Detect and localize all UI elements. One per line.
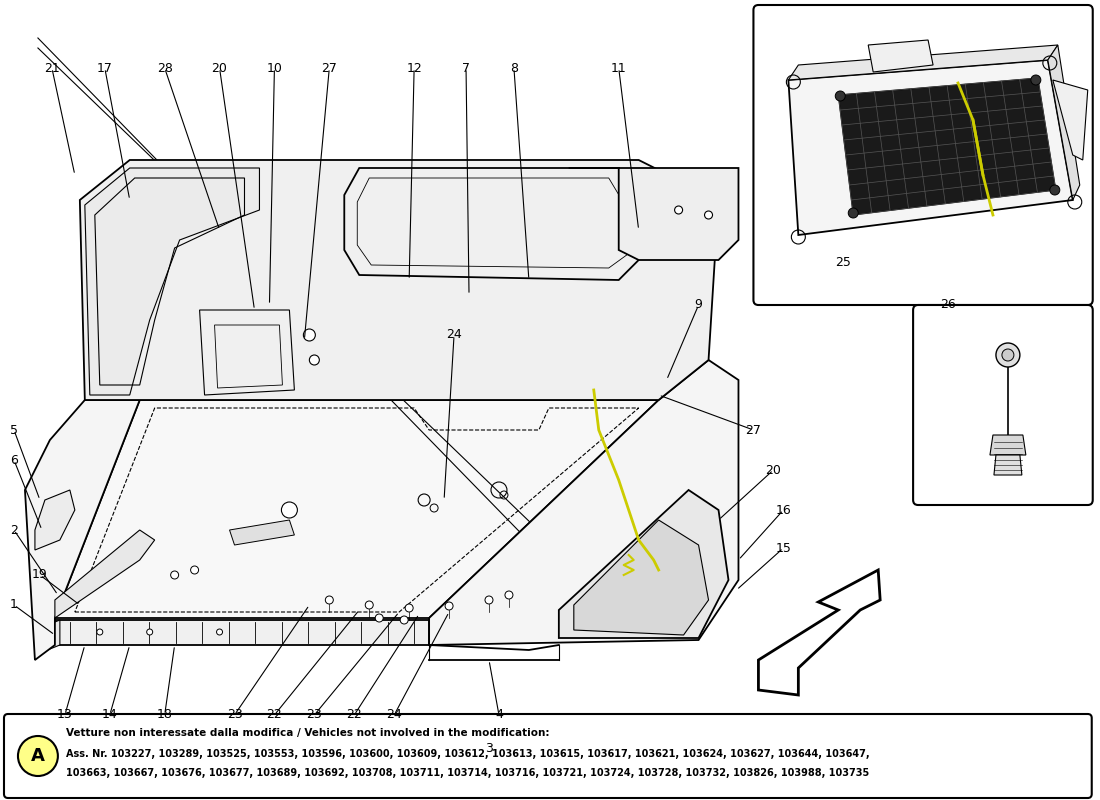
Text: 1985: 1985 bbox=[355, 534, 503, 626]
Text: 4: 4 bbox=[495, 709, 503, 722]
Text: 21: 21 bbox=[44, 62, 59, 74]
Polygon shape bbox=[55, 530, 155, 618]
Polygon shape bbox=[35, 490, 75, 550]
Text: 3: 3 bbox=[485, 742, 493, 754]
Text: 20: 20 bbox=[211, 62, 228, 74]
Text: 28: 28 bbox=[156, 62, 173, 74]
Circle shape bbox=[674, 206, 683, 214]
Text: 24: 24 bbox=[447, 329, 462, 342]
Text: passione: passione bbox=[317, 462, 541, 578]
Text: 19: 19 bbox=[32, 569, 47, 582]
Text: 6: 6 bbox=[10, 454, 18, 466]
Circle shape bbox=[304, 329, 316, 341]
Text: 17: 17 bbox=[97, 62, 112, 74]
Polygon shape bbox=[990, 435, 1026, 455]
Circle shape bbox=[996, 343, 1020, 367]
Polygon shape bbox=[789, 45, 1058, 80]
Text: 23: 23 bbox=[307, 709, 322, 722]
Circle shape bbox=[405, 604, 414, 612]
FancyBboxPatch shape bbox=[754, 5, 1092, 305]
Circle shape bbox=[170, 571, 178, 579]
Circle shape bbox=[18, 736, 58, 776]
Text: 11: 11 bbox=[610, 62, 627, 74]
Circle shape bbox=[1049, 185, 1059, 195]
Polygon shape bbox=[55, 620, 429, 645]
Text: 7: 7 bbox=[462, 62, 470, 74]
Polygon shape bbox=[429, 360, 738, 645]
Polygon shape bbox=[574, 520, 708, 635]
Circle shape bbox=[146, 629, 153, 635]
Circle shape bbox=[375, 614, 383, 622]
Text: 18: 18 bbox=[156, 709, 173, 722]
Polygon shape bbox=[80, 160, 718, 400]
Circle shape bbox=[848, 208, 858, 218]
Text: 2: 2 bbox=[10, 523, 18, 537]
Polygon shape bbox=[1053, 80, 1088, 160]
Circle shape bbox=[704, 211, 713, 219]
Polygon shape bbox=[55, 400, 659, 618]
Text: 16: 16 bbox=[776, 503, 791, 517]
Circle shape bbox=[1031, 75, 1041, 85]
FancyBboxPatch shape bbox=[913, 305, 1092, 505]
Polygon shape bbox=[199, 310, 295, 395]
Text: 1: 1 bbox=[10, 598, 18, 611]
Circle shape bbox=[326, 596, 333, 604]
Text: 12: 12 bbox=[406, 62, 422, 74]
Text: 22: 22 bbox=[346, 709, 362, 722]
Polygon shape bbox=[868, 40, 933, 72]
Text: 9: 9 bbox=[694, 298, 703, 311]
Text: 24: 24 bbox=[386, 709, 403, 722]
Polygon shape bbox=[25, 400, 140, 660]
Text: 5: 5 bbox=[10, 423, 18, 437]
Text: 8: 8 bbox=[510, 62, 518, 74]
Polygon shape bbox=[230, 520, 295, 545]
Text: 20: 20 bbox=[766, 463, 781, 477]
Circle shape bbox=[217, 629, 222, 635]
Polygon shape bbox=[994, 455, 1022, 475]
Text: 26: 26 bbox=[940, 298, 956, 311]
Text: Ass. Nr. 103227, 103289, 103525, 103553, 103596, 103600, 103609, 103612, 103613,: Ass. Nr. 103227, 103289, 103525, 103553,… bbox=[66, 749, 869, 759]
FancyBboxPatch shape bbox=[4, 714, 1091, 798]
Polygon shape bbox=[789, 60, 1072, 235]
Text: 10: 10 bbox=[266, 62, 283, 74]
Text: 15: 15 bbox=[776, 542, 791, 554]
Polygon shape bbox=[559, 490, 728, 638]
Text: 27: 27 bbox=[746, 423, 761, 437]
Text: 14: 14 bbox=[102, 709, 118, 722]
Circle shape bbox=[446, 602, 453, 610]
Polygon shape bbox=[344, 168, 639, 280]
Text: A: A bbox=[31, 747, 45, 765]
Polygon shape bbox=[569, 168, 738, 260]
Polygon shape bbox=[838, 78, 1056, 215]
Circle shape bbox=[1002, 349, 1014, 361]
Text: 22: 22 bbox=[266, 709, 283, 722]
Polygon shape bbox=[35, 620, 59, 655]
Polygon shape bbox=[1048, 45, 1080, 200]
Text: EUROSPARES: EUROSPARES bbox=[77, 384, 482, 576]
Text: 23: 23 bbox=[227, 709, 242, 722]
Circle shape bbox=[505, 591, 513, 599]
Circle shape bbox=[485, 596, 493, 604]
Circle shape bbox=[97, 629, 102, 635]
Text: 13: 13 bbox=[57, 709, 73, 722]
Circle shape bbox=[835, 91, 845, 101]
Text: 27: 27 bbox=[321, 62, 338, 74]
Text: 103663, 103667, 103676, 103677, 103689, 103692, 103708, 103711, 103714, 103716, : 103663, 103667, 103676, 103677, 103689, … bbox=[66, 768, 869, 778]
Text: 25: 25 bbox=[835, 257, 851, 270]
Polygon shape bbox=[85, 168, 260, 395]
Polygon shape bbox=[758, 570, 880, 695]
Circle shape bbox=[309, 355, 319, 365]
Circle shape bbox=[365, 601, 373, 609]
Circle shape bbox=[400, 616, 408, 624]
Circle shape bbox=[282, 502, 297, 518]
Circle shape bbox=[190, 566, 199, 574]
Text: Vetture non interessate dalla modifica / Vehicles not involved in the modificati: Vetture non interessate dalla modifica /… bbox=[66, 728, 549, 738]
